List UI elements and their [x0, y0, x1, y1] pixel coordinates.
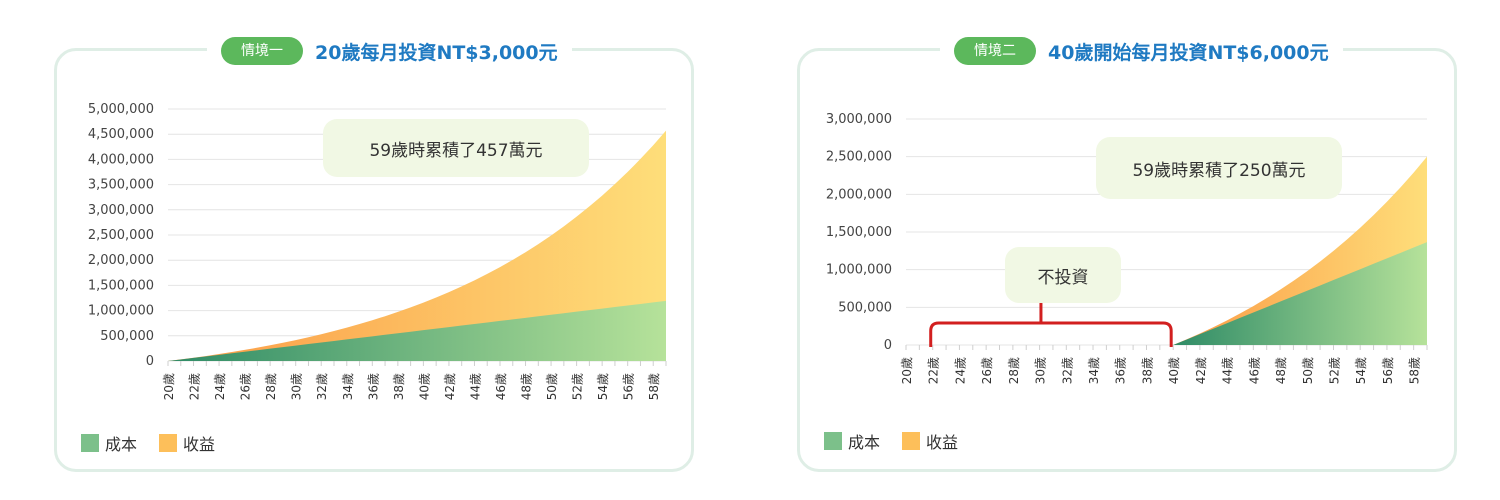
- x-tick-label: 30歲: [290, 373, 304, 400]
- x-tick-label: 34歲: [1087, 357, 1101, 384]
- x-tick-label: 46歲: [1247, 357, 1261, 384]
- scenario-2-legend: 成本 收益: [824, 429, 980, 453]
- x-tick-label: 20歲: [162, 373, 176, 400]
- x-tick-label: 44歲: [1221, 357, 1235, 384]
- x-tick-label: 42歲: [1194, 357, 1208, 384]
- scenario-1-panel: 情境一 20歲每月投資NT$3,000元 0 500,000 1,000,000 1,…: [54, 37, 694, 472]
- x-tick-label: 26歲: [239, 373, 253, 400]
- x-tick-label: 56歲: [1381, 357, 1395, 384]
- scenario-1-badge: 情境一: [221, 37, 303, 65]
- legend-item-cost: 成本: [81, 431, 137, 455]
- y-tick-label: 0: [146, 354, 154, 369]
- x-tick-label: 30歲: [1034, 357, 1048, 384]
- x-tick-label: 48歲: [520, 373, 534, 400]
- y-tick-label: 1,500,000: [826, 225, 892, 240]
- y-tick-label: 1,500,000: [88, 278, 154, 293]
- x-tick-label: 40歲: [1167, 357, 1181, 384]
- legend-swatch-profit: [159, 434, 178, 452]
- area-cost: [168, 300, 666, 361]
- legend-label-cost: 成本: [105, 435, 138, 454]
- x-tick-label: 40歲: [417, 373, 431, 400]
- x-tick-label: 46歲: [494, 373, 508, 400]
- y-tick-label: 2,000,000: [826, 187, 892, 202]
- legend-label-cost: 成本: [848, 433, 881, 452]
- scenario-2-header: 情境二 40歲開始每月投資NT$6,000元: [940, 37, 1343, 65]
- x-tick-label: 56歲: [622, 373, 636, 400]
- scenario-2-panel: 情境二 40歲開始每月投資NT$6,000元 0 500,000 1,000,000…: [797, 37, 1457, 472]
- legend-label-profit: 收益: [926, 433, 959, 452]
- y-tick-label: 3,000,000: [826, 112, 892, 127]
- x-tick-label: 34歲: [341, 373, 355, 400]
- scenario-2-badge: 情境二: [954, 37, 1036, 65]
- scenario-1-header: 情境一 20歲每月投資NT$3,000元: [207, 37, 572, 65]
- x-tick-label: 26歲: [980, 357, 994, 384]
- x-tick-label: 28歲: [1007, 357, 1021, 384]
- x-tick-label: 58歲: [647, 373, 661, 400]
- x-tick-label: 36歲: [1114, 357, 1128, 384]
- y-tick-label: 2,500,000: [88, 228, 154, 243]
- y-tick-label: 3,000,000: [88, 203, 154, 218]
- x-tick-label: 54歲: [1354, 357, 1368, 384]
- legend-item-profit: 收益: [159, 431, 215, 455]
- area-profit: [168, 130, 666, 361]
- y-tick-label: 2,500,000: [826, 150, 892, 165]
- x-tick-label: 58歲: [1408, 357, 1422, 384]
- scenario-1-callout: 59歲時累積了457萬元: [323, 119, 589, 177]
- y-tick-label: 500,000: [838, 300, 892, 315]
- x-tick-label: 48歲: [1274, 357, 1288, 384]
- legend-item-profit: 收益: [902, 429, 958, 453]
- x-tick-label: 22歲: [188, 373, 202, 400]
- x-tick-label: 52歲: [1327, 357, 1341, 384]
- y-tick-label: 3,500,000: [88, 178, 154, 193]
- x-tick-label: 32歲: [1060, 357, 1074, 384]
- no-invest-bracket: [929, 321, 1173, 347]
- x-tick-label: 32歲: [315, 373, 329, 400]
- y-tick-label: 1,000,000: [88, 304, 154, 319]
- scenario-2-chart: 0 500,000 1,000,000 1,500,000 2,000,000 2,500…: [826, 112, 1428, 384]
- legend-item-cost: 成本: [824, 429, 880, 453]
- x-tick-label: 22歲: [927, 357, 941, 384]
- x-tick-label: 20歲: [900, 357, 914, 384]
- y-tick-label: 2,000,000: [88, 253, 154, 268]
- area-cost: [1173, 242, 1427, 345]
- x-tick-label: 36歲: [366, 373, 380, 400]
- y-tick-label: 4,000,000: [88, 152, 154, 167]
- x-tick-label: 28歲: [264, 373, 278, 400]
- y-tick-label: 0: [884, 338, 892, 353]
- legend-swatch-cost: [81, 434, 99, 452]
- x-tick-label: 50歲: [545, 373, 559, 400]
- legend-swatch-profit: [902, 432, 921, 450]
- x-tick-label: 24歲: [953, 357, 967, 384]
- x-tick-label: 54歲: [596, 373, 610, 400]
- y-tick-label: 4,500,000: [88, 127, 154, 142]
- legend-swatch-cost: [824, 432, 842, 450]
- scenario-1-legend: 成本 收益: [81, 431, 237, 455]
- scenario-1-chart: 0 500,000 1,000,000 1,500,000 2,000,000 2,500…: [88, 102, 667, 400]
- scenario-1-title: 20歲每月投資NT$3,000元: [315, 41, 558, 64]
- y-tick-label: 1,000,000: [826, 263, 892, 278]
- y-tick-label: 500,000: [100, 329, 154, 344]
- x-tick-label: 44歲: [468, 373, 482, 400]
- x-tick-label: 38歲: [392, 373, 406, 400]
- x-tick-label: 52歲: [571, 373, 585, 400]
- x-tick-label: 24歲: [213, 373, 227, 400]
- x-tick-label: 38歲: [1140, 357, 1154, 384]
- x-tick-label: 50歲: [1301, 357, 1315, 384]
- scenario-2-annotation: 不投資: [1005, 247, 1121, 303]
- x-tick-label: 42歲: [443, 373, 457, 400]
- scenario-2-title: 40歲開始每月投資NT$6,000元: [1048, 41, 1329, 64]
- legend-label-profit: 收益: [183, 435, 216, 454]
- scenario-2-callout: 59歲時累積了250萬元: [1096, 137, 1342, 199]
- y-tick-label: 5,000,000: [88, 102, 154, 117]
